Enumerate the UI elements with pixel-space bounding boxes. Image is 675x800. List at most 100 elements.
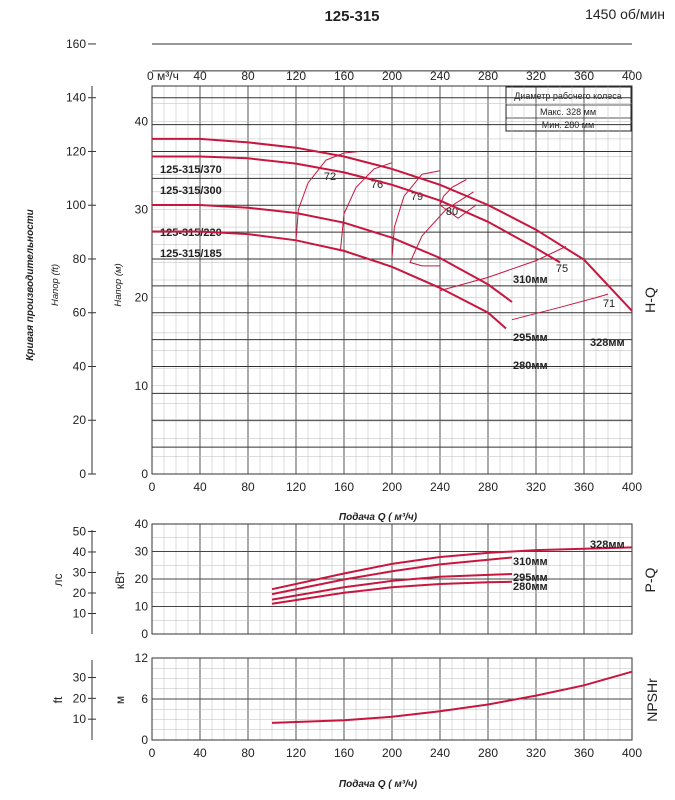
hq-curve	[152, 137, 633, 312]
hp-tick-label: 10	[73, 606, 87, 620]
pq-curve	[271, 546, 633, 591]
hp-tick-label: 20	[73, 586, 87, 600]
npsh-x-tick-label: 200	[382, 746, 402, 760]
x-axis-label-1: Подача Q ( м³/ч)	[339, 512, 418, 523]
top-tick-label: 80	[241, 69, 255, 83]
power-kw-label: кВт	[113, 570, 127, 589]
x-tick-label: 0	[149, 480, 156, 494]
kw-tick-label: 40	[135, 517, 149, 531]
efficiency-curve	[339, 162, 393, 251]
kw-tick-label: 20	[135, 572, 149, 586]
x-tick-label: 320	[526, 480, 546, 494]
m-tick-label: 20	[135, 291, 149, 305]
speed-label: 1450 об/мин	[585, 6, 665, 22]
kw-tick-label: 0	[141, 627, 148, 641]
npsh-plot-frame	[151, 657, 633, 741]
hq-series-name: 125-315/370	[160, 164, 222, 176]
npsh-m-tick-label: 6	[141, 692, 148, 706]
x-tick-label: 360	[574, 480, 594, 494]
top-tick-label: 360	[574, 69, 594, 83]
x-tick-label: 40	[193, 480, 207, 494]
ft-tick-label: 20	[73, 413, 87, 427]
side-label-npsh: NPSHr	[644, 678, 660, 722]
ft-tick-label: 100	[66, 198, 86, 212]
chart-title: 125-315	[324, 8, 379, 25]
npsh-x-tick-label: 240	[430, 746, 450, 760]
side-label-pq: P-Q	[642, 567, 658, 592]
top-tick-label: 120	[286, 69, 306, 83]
m-tick-label: 10	[135, 379, 149, 393]
efficiency-curve	[511, 293, 609, 321]
hp-tick-label: 50	[73, 524, 87, 538]
pq-curve	[271, 573, 513, 601]
head-ft-label: Напор (ft)	[50, 264, 61, 306]
efficiency-curve	[409, 191, 474, 267]
left-vertical-title: Кривая производительности	[25, 209, 36, 361]
top-tick-label: 400	[622, 69, 642, 83]
npsh-m-tick-label: 0	[141, 733, 148, 747]
pq-plot-frame	[151, 523, 633, 635]
hq-series-diameter: 280мм	[513, 360, 548, 372]
top-tick-label: 240	[430, 69, 450, 83]
hq-series-diameter: 328мм	[590, 337, 625, 349]
npsh-x-tick-label: 0	[149, 746, 156, 760]
hq-series-diameter: 295мм	[513, 332, 548, 344]
hq-series-name: 125-315/220	[160, 227, 222, 239]
legend-max: Макс. 328 мм	[540, 107, 596, 117]
top-tick-label: 320	[526, 69, 546, 83]
top-tick-label: 160	[334, 69, 354, 83]
pq-series-label: 295мм	[513, 572, 548, 584]
pq-series-label: 328мм	[590, 539, 625, 551]
pq-curve	[271, 556, 513, 596]
ft-tick-label: 140	[66, 91, 86, 105]
legend-title: Диаметр рабочего колеса	[514, 91, 622, 101]
x-axis-label-2: Подача Q ( м³/ч)	[339, 779, 418, 790]
ft-tick-label: 160	[66, 37, 86, 51]
npsh-x-tick-label: 320	[526, 746, 546, 760]
x-tick-label: 240	[430, 480, 450, 494]
top-tick-label: 200	[382, 69, 402, 83]
hp-tick-label: 30	[73, 565, 87, 579]
x-tick-label: 200	[382, 480, 402, 494]
efficiency-curve	[295, 150, 363, 241]
hq-curve	[152, 230, 507, 330]
x-tick-label: 400	[622, 480, 642, 494]
efficiency-label: 72	[324, 171, 336, 183]
head-m-label: Напор (м)	[113, 263, 124, 306]
efficiency-label: 71	[603, 298, 615, 310]
npsh-m-label: м	[113, 696, 127, 704]
m-tick-label: 40	[135, 114, 149, 128]
npsh-x-tick-label: 40	[193, 746, 207, 760]
hq-series-name: 125-315/185	[160, 248, 222, 260]
npsh-ft-tick-label: 20	[73, 691, 87, 705]
m-tick-label: 30	[135, 202, 149, 216]
x-tick-label: 280	[478, 480, 498, 494]
npsh-m-tick-label: 12	[135, 651, 149, 665]
hq-series-diameter: 310мм	[513, 274, 548, 286]
hq-curve	[152, 155, 561, 264]
pq-series-label: 280мм	[513, 581, 548, 593]
efficiency-curve	[439, 246, 567, 292]
top-tick-label: 280	[478, 69, 498, 83]
power-lc-label: лс	[51, 573, 65, 586]
hq-curve	[152, 204, 513, 303]
npsh-curve	[271, 670, 633, 724]
npsh-x-tick-label: 80	[241, 746, 255, 760]
ft-tick-label: 40	[73, 359, 87, 373]
ft-tick-label: 0	[79, 467, 86, 481]
ft-tick-label: 120	[66, 144, 86, 158]
kw-tick-label: 30	[135, 545, 149, 559]
npsh-x-tick-label: 400	[622, 746, 642, 760]
pq-series-label: 310мм	[513, 556, 548, 568]
kw-tick-label: 10	[135, 600, 149, 614]
npsh-x-tick-label: 120	[286, 746, 306, 760]
top-tick-label: 40	[193, 69, 207, 83]
side-label-hq: H-Q	[642, 287, 658, 313]
ft-tick-label: 80	[73, 252, 87, 266]
npsh-x-tick-label: 280	[478, 746, 498, 760]
efficiency-label: 75	[556, 263, 568, 275]
npsh-ft-tick-label: 30	[73, 671, 87, 685]
npsh-ft-tick-label: 10	[73, 712, 87, 726]
m-tick-label: 0	[141, 467, 148, 481]
